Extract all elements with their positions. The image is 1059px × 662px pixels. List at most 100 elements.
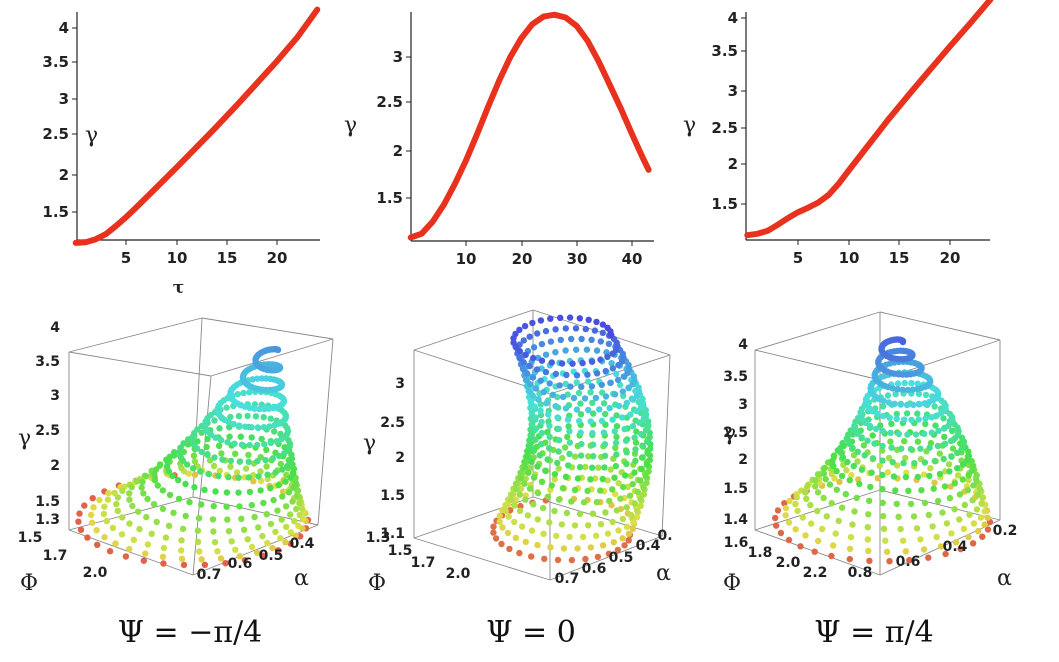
- trajectory-point: [232, 450, 239, 457]
- trajectory-point: [606, 497, 613, 505]
- trajectory-point: [236, 553, 243, 560]
- alpha-tick-label: 0.6: [228, 556, 253, 572]
- trajectory-point: [908, 416, 915, 424]
- trajectory-point: [516, 326, 523, 333]
- trajectory-point: [632, 439, 640, 446]
- trajectory-point: [191, 484, 198, 491]
- phi-axis-label: Φ: [723, 571, 741, 596]
- trajectory-point: [915, 390, 923, 398]
- trajectory-point: [547, 544, 554, 551]
- trajectory-point: [877, 422, 884, 429]
- trajectory-point: [970, 482, 977, 489]
- trajectory-point: [524, 448, 531, 455]
- trajectory-point: [160, 544, 168, 552]
- trajectory-point: [582, 325, 589, 333]
- trajectory-point: [547, 315, 554, 322]
- trajectory-point: [777, 529, 785, 537]
- trajectory-point: [526, 485, 534, 492]
- trajectory-point: [629, 480, 636, 488]
- trajectory-point: [555, 496, 563, 503]
- trajectory-point: [265, 405, 273, 412]
- trajectory-point: [885, 454, 893, 462]
- trajectory-point: [555, 465, 562, 472]
- trajectory-point: [936, 450, 943, 457]
- trajectory-point: [869, 432, 876, 439]
- trajectory-point: [546, 433, 553, 441]
- trajectory-point: [270, 496, 277, 504]
- trajectory-point: [956, 516, 963, 523]
- trajectory-point: [279, 466, 286, 473]
- trajectory-point: [937, 543, 945, 550]
- trajectory-point: [633, 514, 641, 521]
- trajectory-point: [258, 435, 265, 443]
- trajectory-point: [622, 437, 630, 444]
- x-tick-label: 5: [121, 249, 131, 267]
- phi-tick-label: 2.2: [803, 565, 828, 581]
- trajectory-point: [868, 469, 875, 476]
- trajectory-point: [544, 428, 551, 436]
- trajectory-point: [640, 415, 647, 422]
- phi-tick-label: 1.6: [724, 535, 749, 551]
- trajectory-point: [77, 526, 85, 533]
- trajectory-point: [822, 476, 829, 483]
- trajectory-point: [261, 441, 268, 448]
- trajectory-point: [140, 557, 147, 564]
- trajectory-point: [945, 461, 953, 468]
- trajectory-point: [242, 423, 249, 430]
- trajectory-point: [579, 533, 587, 541]
- trajectory-point: [828, 500, 835, 507]
- trajectory-point: [623, 460, 630, 468]
- trajectory-point: [558, 360, 566, 367]
- trajectory-point: [539, 504, 547, 512]
- trajectory-point: [890, 473, 898, 480]
- trajectory-point: [949, 427, 956, 434]
- trajectory-point: [541, 555, 548, 562]
- y-tick-label: 2: [59, 166, 69, 184]
- trajectory-point: [951, 480, 958, 487]
- trajectory-point: [197, 468, 204, 475]
- trajectory-point: [526, 381, 534, 388]
- trajectory-point: [537, 317, 545, 324]
- trajectory-point: [252, 413, 260, 420]
- trajectory-point: [581, 395, 589, 402]
- trajectory-point: [284, 462, 291, 470]
- trajectory-point: [235, 474, 242, 481]
- trajectory-point: [256, 405, 263, 413]
- trajectory-point: [530, 354, 537, 362]
- trajectory-point: [274, 346, 282, 354]
- trajectory-point: [903, 410, 911, 417]
- trajectory-point: [879, 447, 886, 454]
- trajectory-point: [866, 557, 873, 564]
- phi-tick-label: 1.7: [43, 548, 68, 564]
- trajectory-point: [782, 512, 789, 519]
- trajectory-point: [880, 512, 887, 520]
- trajectory-point: [236, 458, 243, 465]
- trajectory-point: [576, 463, 584, 471]
- trajectory-point: [630, 519, 637, 526]
- trajectory-point: [907, 500, 915, 508]
- trajectory-point: [559, 485, 567, 492]
- trajectory-point: [512, 480, 520, 487]
- trajectory-point: [534, 330, 541, 337]
- trajectory-point: [282, 539, 289, 546]
- phi-tick-label: 1.8: [748, 545, 773, 561]
- trajectory-point: [612, 462, 620, 470]
- trajectory-point: [165, 522, 173, 529]
- y-axis-label: γ: [683, 113, 696, 138]
- trajectory-point: [201, 561, 209, 568]
- trajectory-point: [490, 529, 497, 536]
- box-edge: [754, 311, 881, 351]
- trajectory-point: [615, 361, 622, 369]
- trajectory-point: [580, 499, 588, 506]
- trajectory-point: [227, 457, 235, 465]
- trajectory-point: [615, 527, 622, 534]
- trajectory-point: [860, 442, 868, 449]
- alpha-axis-label: α: [294, 566, 309, 591]
- trajectory-point: [594, 553, 602, 561]
- trajectory-point: [906, 556, 913, 564]
- trajectory-point: [802, 489, 809, 496]
- trajectory-point: [933, 533, 940, 541]
- trajectory-point: [216, 425, 223, 432]
- box-edge: [661, 354, 671, 537]
- trajectory-point: [836, 478, 843, 486]
